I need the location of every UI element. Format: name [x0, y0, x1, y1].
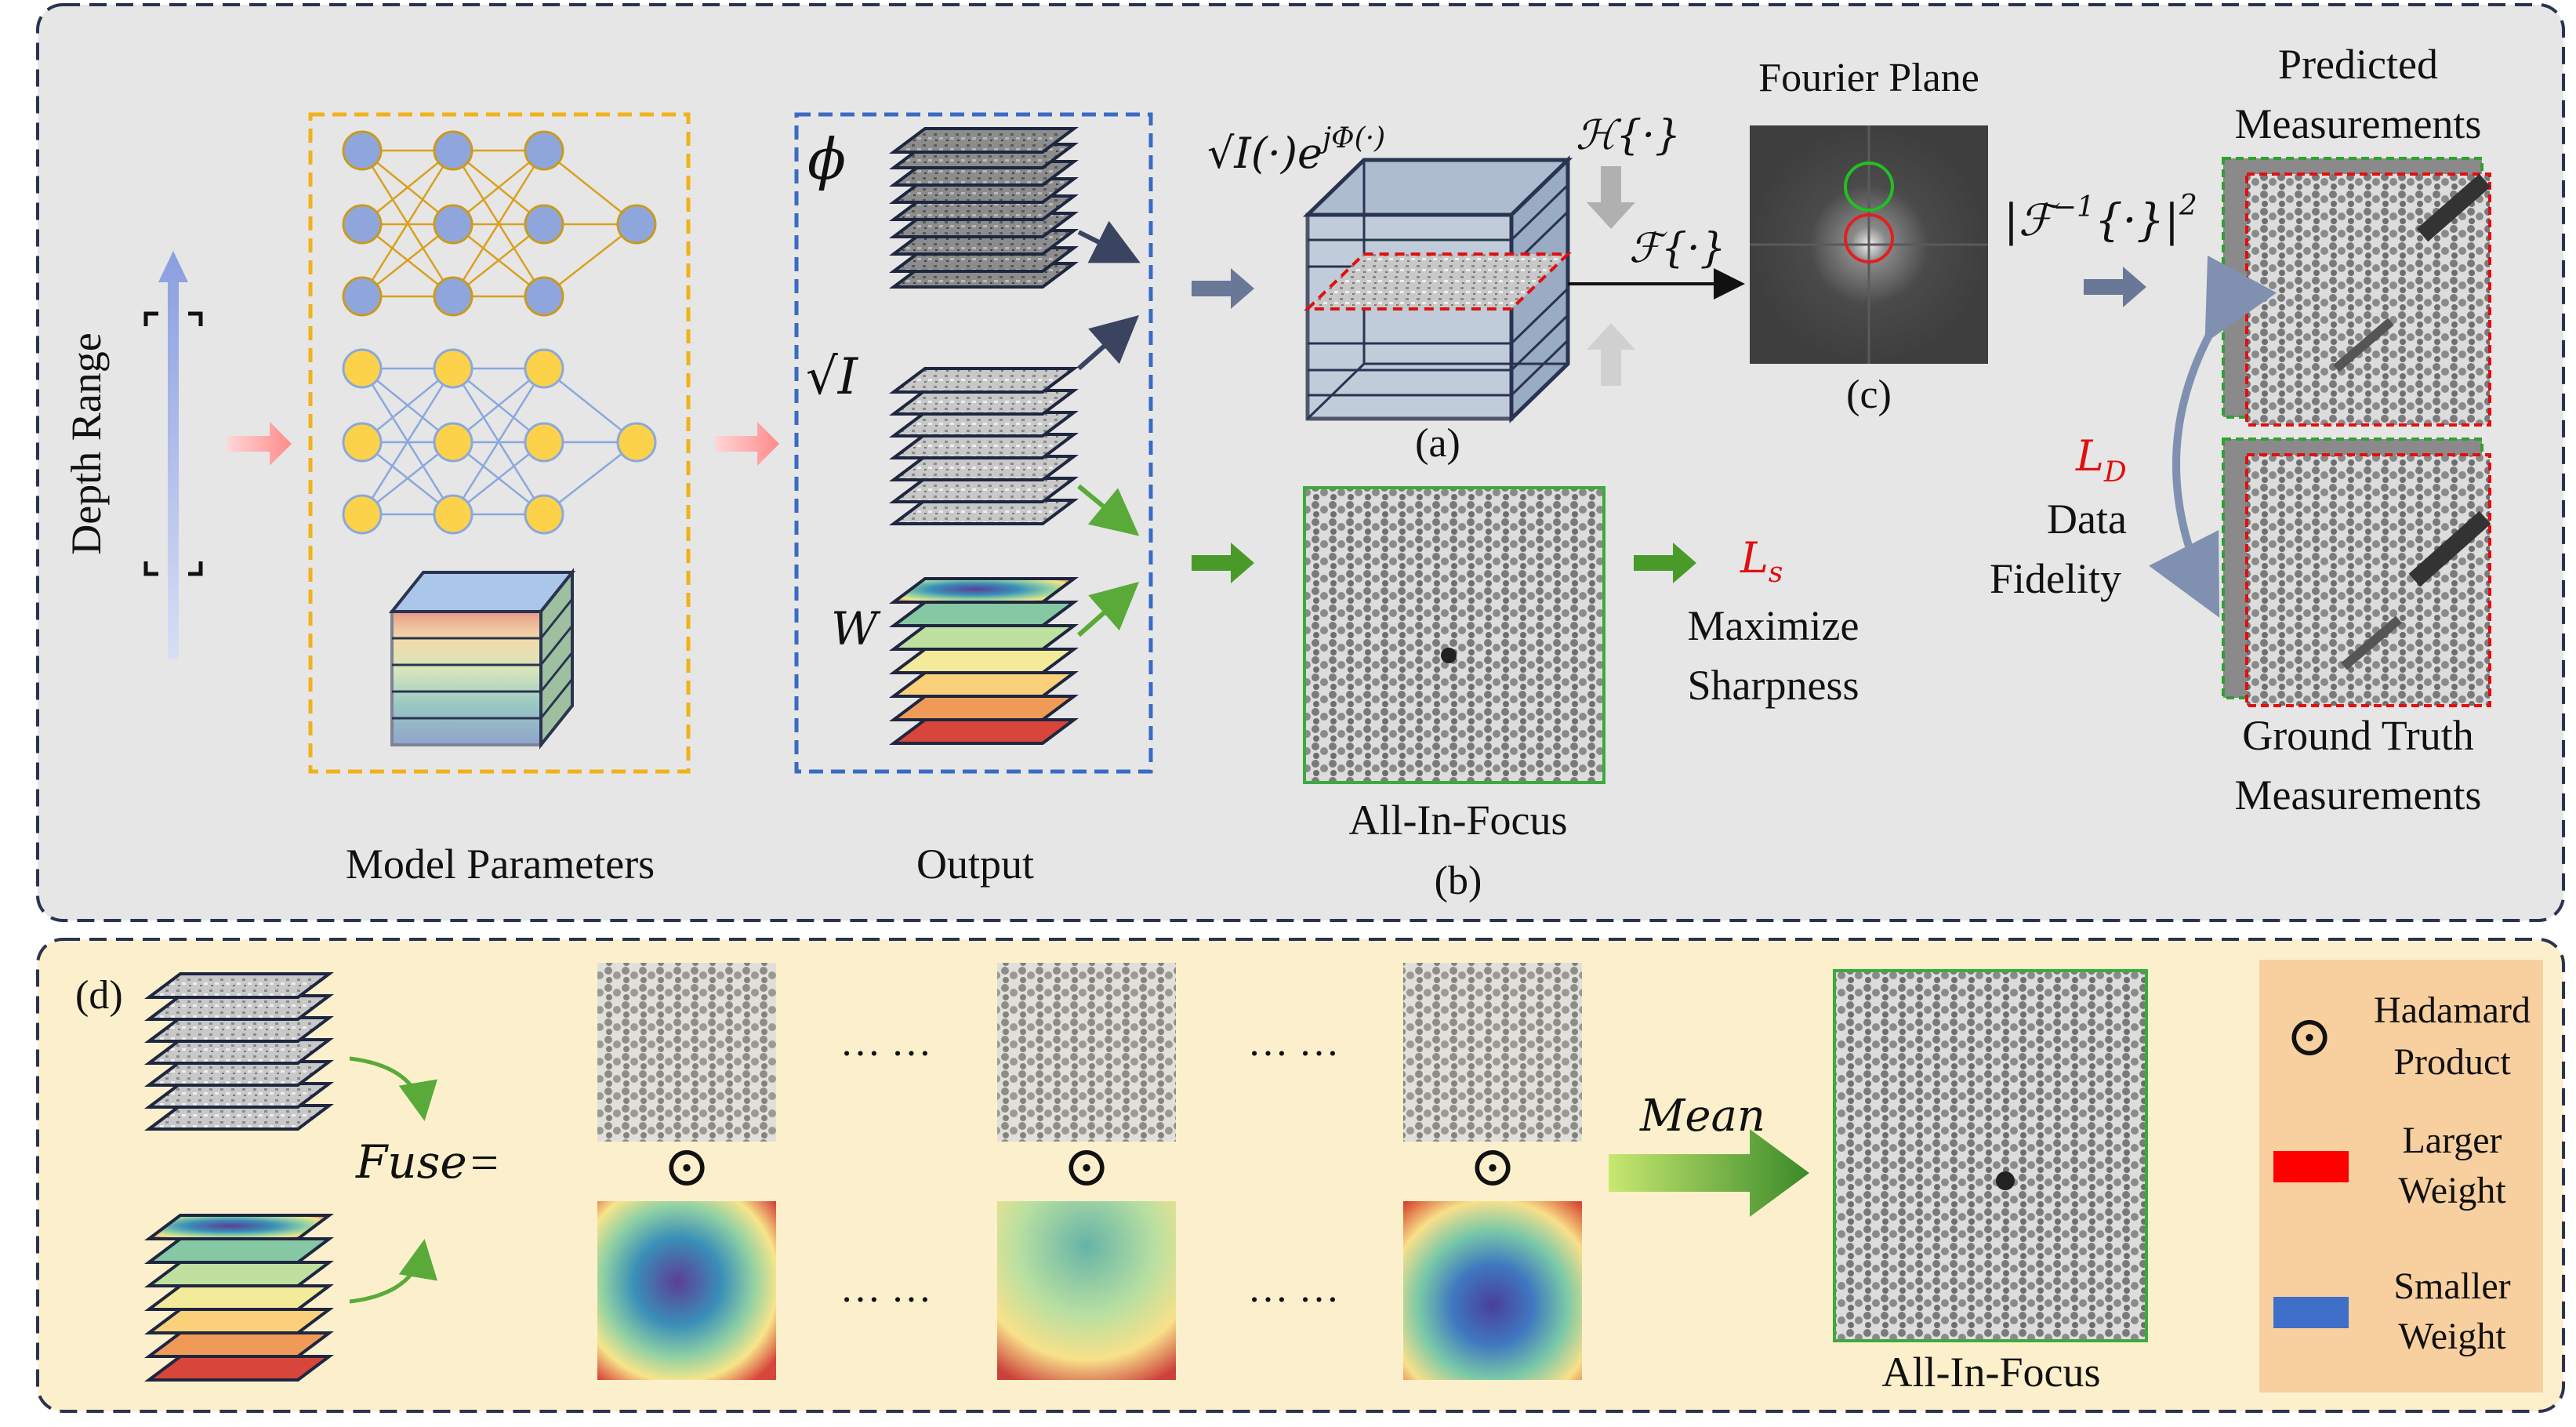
sqrt-i-symbol: √I: [806, 348, 859, 406]
depth-range-label: Depth Range: [63, 332, 110, 554]
final-all-in-focus-label: All-In-Focus: [1882, 1349, 2101, 1396]
h-operator: ℋ{·}: [1576, 112, 1681, 159]
phi-symbol: ϕ: [807, 126, 846, 192]
ls-loss: Ls: [1740, 533, 1783, 589]
legend-smaller-weight-label: Weight: [2398, 1316, 2506, 1357]
sharpness-label: Sharpness: [1688, 662, 1859, 709]
inverse-operator: |ℱ−1{·}|2: [2004, 190, 2197, 246]
green-pupil-circle: [1844, 162, 1894, 212]
equals-sign: =: [470, 1135, 499, 1190]
hadamard-symbol-1: ⊙: [663, 1135, 710, 1198]
label-b: (b): [1435, 859, 1482, 903]
gray-down-arrow: [1587, 166, 1635, 229]
all-in-focus-label-b: All-In-Focus: [1349, 797, 1568, 844]
output-box: [794, 112, 1153, 774]
ground-truth-measurement-stack: [2222, 438, 2491, 707]
fuse-curved-arrows: [349, 1056, 438, 1304]
legend-hadamard-symbol: ⊙: [2286, 1005, 2333, 1068]
weight-slice-2: [997, 1201, 1176, 1380]
fuse-weight-stack: [144, 1214, 334, 1382]
predicted-measurements-label: Measurements: [2235, 100, 2482, 147]
f-operator: ℱ{·}: [1629, 225, 1726, 272]
field-formula: √I(·)ejΦ(·): [1207, 122, 1385, 178]
legend-product-label: Product: [2393, 1041, 2511, 1083]
blue-network-icon: [342, 348, 657, 535]
final-all-in-focus-image: [1833, 969, 2148, 1342]
mean-arrow: [1609, 1129, 1809, 1217]
fuse-label: Fuse: [355, 1135, 467, 1189]
ellipsis-bottom-2: … …: [1248, 1266, 1340, 1311]
gray-up-arrow: [1587, 323, 1635, 386]
volume-cube: [1302, 155, 1573, 423]
navy-block-arrow: [1192, 268, 1254, 309]
hadamard-symbol-2: ⊙: [1063, 1135, 1110, 1198]
ellipsis-top-2: … …: [1248, 1020, 1340, 1065]
model-parameters-box: [308, 112, 691, 774]
label-a: (a): [1415, 421, 1460, 466]
orange-network-icon: [342, 130, 657, 317]
pink-arrow-2: [715, 422, 779, 466]
ld-loss: LD: [2075, 431, 2127, 488]
fourier-plane-label: Fourier Plane: [1758, 56, 1979, 100]
legend-larger-weight-label: Weight: [2398, 1170, 2506, 1211]
output-arrows: [1077, 220, 1141, 637]
intensity-slice-1: [597, 963, 776, 1142]
phi-stack: [889, 127, 1079, 289]
focus-defect-b: [1441, 648, 1457, 663]
data-label: Data: [2047, 496, 2127, 543]
output-label: Output: [916, 841, 1034, 888]
label-d: (d): [75, 973, 123, 1018]
smaller-weight-swatch: [2273, 1297, 2349, 1328]
all-in-focus-image-b: [1303, 486, 1605, 784]
maximize-label: Maximize: [1688, 602, 1859, 649]
predicted-label: Predicted: [2278, 41, 2438, 88]
fuse-intensity-stack: [144, 972, 334, 1131]
label-c: (c): [1846, 372, 1892, 417]
intensity-slice-3: [1403, 963, 1582, 1142]
intensity-slice-2: [997, 963, 1176, 1142]
sqrt-i-stack: [889, 367, 1079, 525]
larger-weight-swatch: [2273, 1151, 2349, 1182]
final-focus-defect: [1996, 1171, 2015, 1190]
mean-label: Mean: [1639, 1091, 1765, 1142]
data-fidelity-arrow: [2149, 255, 2277, 618]
parameter-cube-icon: [388, 568, 576, 750]
w-stack: [889, 577, 1079, 745]
steel-block-arrow: [2084, 267, 2146, 307]
ground-truth-label: Ground Truth: [2242, 712, 2474, 759]
weight-slice-3: [1403, 1201, 1582, 1380]
legend-larger-label: Larger: [2402, 1120, 2502, 1161]
depth-range-indicator: [143, 251, 203, 659]
fidelity-label: Fidelity: [1990, 555, 2121, 602]
weight-slice-1: [597, 1201, 776, 1380]
w-symbol: W: [831, 602, 881, 655]
legend-smaller-label: Smaller: [2393, 1265, 2510, 1307]
legend-hadamard-label: Hadamard: [2374, 989, 2531, 1031]
green-block-arrow: [1192, 543, 1254, 583]
red-pupil-circle: [1844, 213, 1894, 263]
ellipsis-bottom-1: … …: [840, 1266, 932, 1311]
model-parameters-label: Model Parameters: [346, 841, 655, 888]
predicted-measurement-stack: [2222, 157, 2491, 427]
green-ls-arrow: [1634, 543, 1696, 583]
ellipsis-top-1: … …: [840, 1020, 932, 1065]
hadamard-symbol-3: ⊙: [1469, 1135, 1516, 1198]
ground-truth-measurements-label: Measurements: [2235, 772, 2482, 819]
pink-arrow-1: [227, 422, 292, 466]
